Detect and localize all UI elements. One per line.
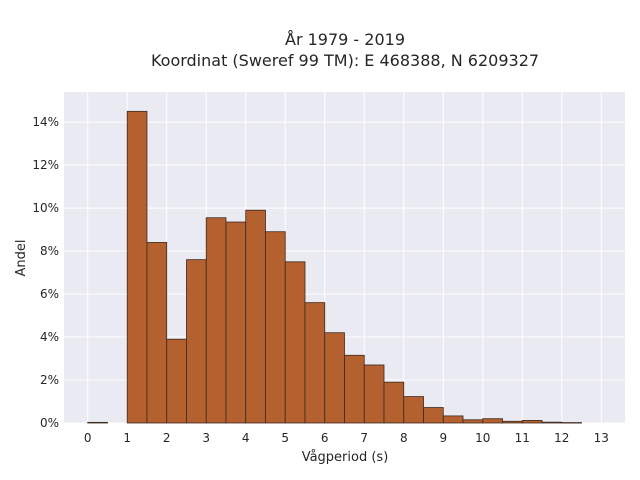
chart-title: År 1979 - 2019 <box>285 30 405 49</box>
x-tick-label: 11 <box>515 431 530 445</box>
x-tick-label: 1 <box>123 431 131 445</box>
histogram-bar <box>442 415 464 424</box>
x-tick-label: 8 <box>400 431 408 445</box>
x-tick-label: 5 <box>281 431 289 445</box>
y-tick-label: 10% <box>32 201 59 215</box>
x-tick-label: 13 <box>594 431 609 445</box>
x-tick-label: 0 <box>84 431 92 445</box>
histogram-bar <box>363 364 385 424</box>
histogram-bar <box>541 421 563 424</box>
histogram-bar <box>482 418 503 424</box>
x-axis-label: Vågperiod (s) <box>302 450 389 465</box>
histogram-bar <box>166 338 187 424</box>
x-axis-ticks: 0 1 2 3 4 5 6 7 8 9 10 11 12 13 <box>84 431 609 445</box>
y-tick-label: 2% <box>40 373 59 387</box>
x-tick-label: 7 <box>360 431 368 445</box>
histogram-bar <box>87 421 108 424</box>
x-tick-label: 12 <box>554 431 569 445</box>
histogram-bar <box>462 419 484 424</box>
x-tick-label: 10 <box>475 431 490 445</box>
y-tick-label: 0% <box>40 416 59 430</box>
histogram-bar <box>502 420 523 424</box>
y-axis-ticks: 0% 2% 4% 6% 8% 10% 12% 14% <box>32 115 59 430</box>
histogram-bar <box>225 221 247 424</box>
histogram-bar <box>383 381 405 424</box>
histogram-bar <box>284 261 306 424</box>
x-tick-label: 3 <box>202 431 210 445</box>
histogram-bar <box>126 110 148 424</box>
histogram-bar <box>265 231 286 424</box>
histogram-bar <box>324 332 345 424</box>
y-axis-label: Andel <box>14 240 29 277</box>
histogram-bar <box>423 407 444 424</box>
x-tick-label: 6 <box>321 431 329 445</box>
histogram-bar <box>403 396 424 424</box>
y-tick-label: 14% <box>32 115 59 129</box>
histogram-bar <box>344 354 365 424</box>
histogram-bar <box>304 302 326 424</box>
histogram-bar <box>205 217 227 424</box>
histogram-bar <box>146 242 168 424</box>
bars <box>87 110 582 424</box>
x-tick-label: 4 <box>242 431 250 445</box>
histogram-bar <box>245 209 266 424</box>
y-tick-label: 8% <box>40 244 59 258</box>
x-tick-label: 9 <box>439 431 447 445</box>
histogram-bar <box>561 422 582 424</box>
y-tick-label: 4% <box>40 330 59 344</box>
y-tick-label: 6% <box>40 287 59 301</box>
histogram-bar <box>186 259 207 424</box>
histogram-bar <box>521 420 543 424</box>
chart-subtitle: Koordinat (Sweref 99 TM): E 468388, N 62… <box>151 51 539 70</box>
x-tick-label: 2 <box>163 431 171 445</box>
y-tick-label: 12% <box>32 158 59 172</box>
